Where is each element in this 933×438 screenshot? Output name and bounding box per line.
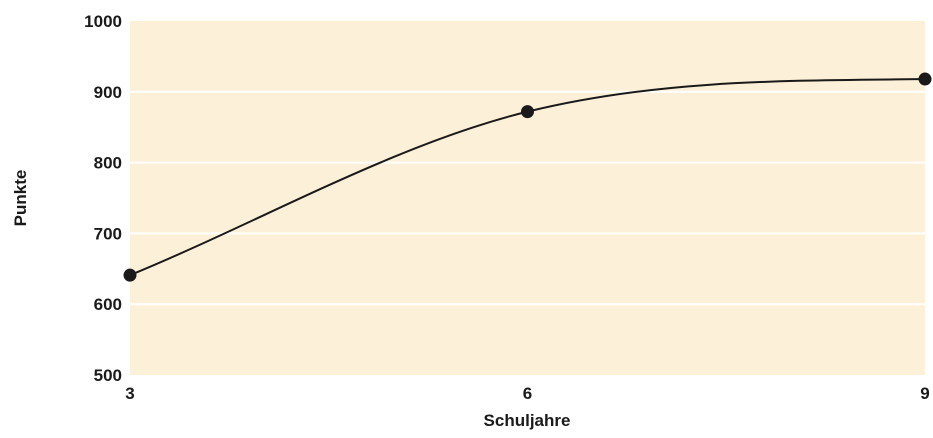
x-tick-label: 3 [125,384,134,403]
data-points [123,72,932,282]
y-tick-label: 600 [94,295,122,314]
y-axis-title: Punkte [11,170,30,227]
x-tick-label: 9 [920,384,929,403]
y-tick-label: 500 [94,366,122,385]
plot-area [130,21,925,375]
y-tick-label: 700 [94,224,122,243]
x-axis-title: Schuljahre [484,411,571,430]
y-tick-label: 900 [94,83,122,102]
y-axis-ticks: 500 600 700 800 900 1000 [84,12,122,385]
data-point [521,105,534,119]
y-tick-label: 800 [94,154,122,173]
grid-lines [130,90,925,306]
data-point [123,268,137,282]
y-tick-label: 1000 [84,12,122,31]
x-tick-label: 6 [523,384,532,403]
data-point [918,72,932,86]
x-axis-ticks: 3 6 9 [125,384,929,403]
